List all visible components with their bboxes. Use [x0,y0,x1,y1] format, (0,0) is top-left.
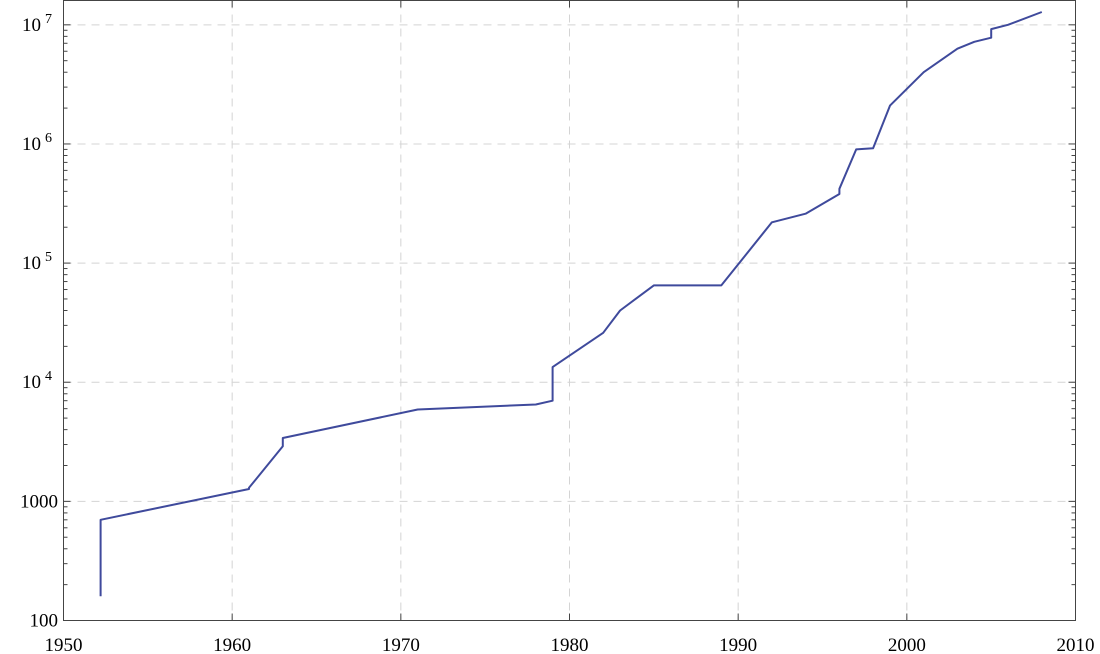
series-line [99,11,1043,597]
x-axis-labels: 1950 1960 1970 1980 1990 2000 2010 [45,635,1095,654]
x-tick-label: 2010 [1057,635,1095,654]
x-tick-label: 1990 [719,635,757,654]
grid [63,0,1076,621]
x-tick-label: 1980 [551,635,589,654]
y-tick-label: 10 7 [22,12,52,36]
plot-frame [63,0,1076,621]
y-tick-label: 10 6 [22,131,52,155]
x-tick-label: 1970 [382,635,420,654]
y-tick-label: 10 4 [22,369,52,393]
x-tick-label: 2000 [888,635,926,654]
x-tick-label: 1960 [213,635,251,654]
y-tick-label: 10 5 [22,250,52,274]
x-tick-label: 1950 [45,635,83,654]
y-tick-label: 1000 [20,491,58,512]
y-tick-label: 100 [30,611,59,632]
